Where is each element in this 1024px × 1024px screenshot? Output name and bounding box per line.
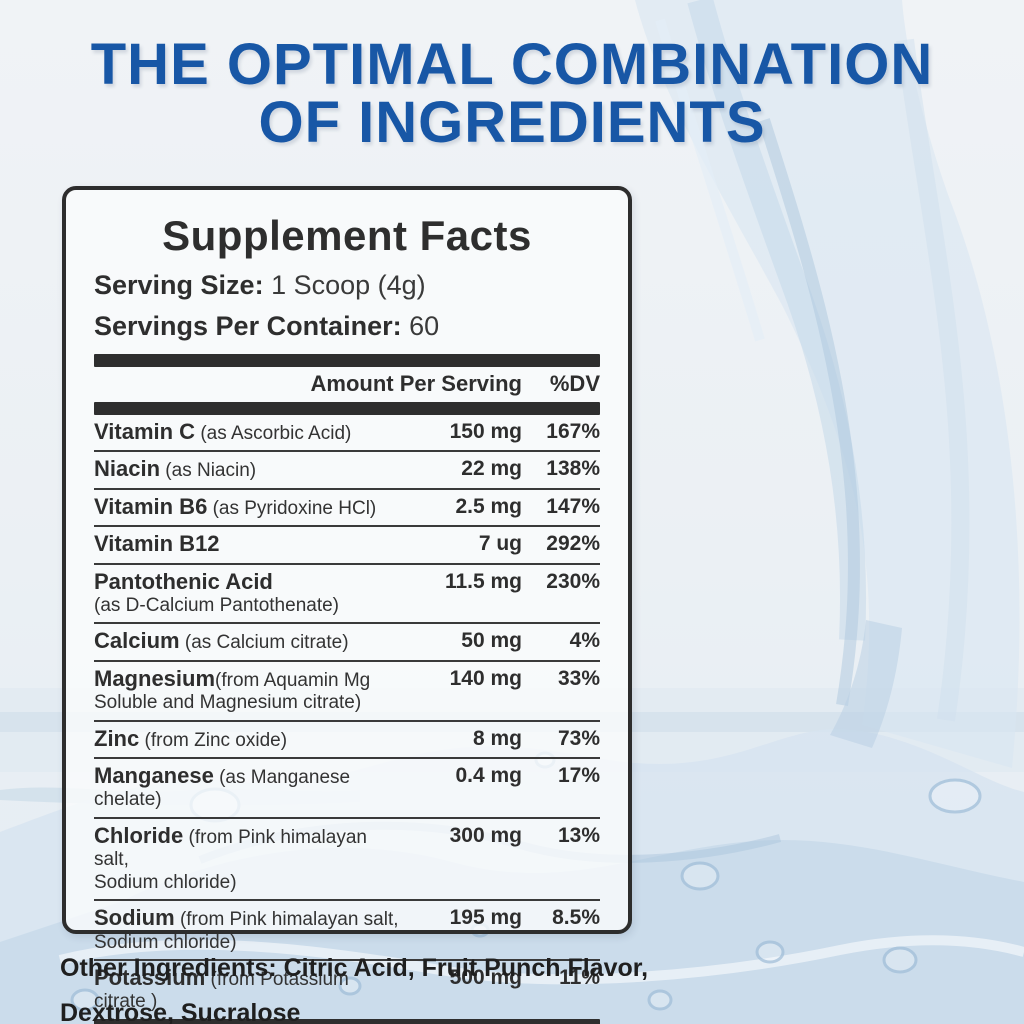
table-row: Sodium (from Pink himalayan salt, Sodium … (94, 899, 600, 959)
ingredient-name: Magnesium (94, 665, 216, 691)
daily-value-percent: 13% (557, 823, 600, 847)
amount-per-serving: 0.4 mg (455, 764, 522, 788)
ingredient-name: Vitamin C (94, 419, 196, 444)
daily-value-percent: 73% (557, 726, 600, 750)
ingredient-name: Calcium (94, 628, 180, 654)
ingredient-source: (from Zinc oxide) (139, 729, 288, 751)
ingredient-name: Vitamin B6 (94, 493, 208, 519)
daily-value-percent: 147% (546, 494, 600, 518)
ingredient-source-line2: Sodium chloride) (94, 931, 237, 953)
serving-size-line: Serving Size: 1 Scoop (4g) (94, 270, 600, 301)
supplement-facts-panel: Supplement Facts Serving Size: 1 Scoop (… (62, 186, 632, 1024)
ingredient-name: Sodium (94, 905, 175, 931)
ingredient-source: (as Ascorbic Acid) (195, 423, 352, 444)
ingredient-source: (from Potassium citrate ) (94, 968, 349, 1013)
other-ingredients: Other Ingredients: Citric Acid, Fruit Pu… (60, 946, 700, 1024)
serving-size-value: 1 Scoop (4g) (263, 270, 426, 300)
table-row: Manganese (as Manganese chelate) 0.4 mg … (94, 757, 600, 817)
amount-per-serving: 11.5 mg (444, 569, 522, 593)
daily-value-percent: 230% (546, 569, 600, 593)
table-row: Zinc (from Zinc oxide) 8 mg 73% (94, 719, 600, 757)
servings-per-container-line: Servings Per Container: 60 (94, 311, 600, 342)
page-title: THE OPTIMAL COMBINATION OF INGREDIENTS (0, 36, 1024, 152)
ingredient-source: (from Pink himalayan salt, (174, 909, 399, 931)
ingredient-source-line2: (as D-Calcium Pantothenate) (94, 595, 339, 617)
ingredient-source: (from Aquamin Mg (215, 669, 371, 691)
supplement-facts-heading: Supplement Facts (162, 212, 532, 259)
daily-value-percent: 11% (559, 965, 600, 989)
daily-value-percent: 8.5% (552, 906, 600, 930)
column-header-dv: %DV (549, 371, 600, 396)
daily-value-percent: 292% (546, 532, 600, 556)
table-row: Niacin (as Niacin) 22 mg 138% (94, 450, 600, 487)
divider-bar-bottom (94, 1018, 600, 1024)
nutrient-table: Vitamin C (as Ascorbic Acid) 150 mg 167%… (94, 415, 600, 1019)
ingredient-source: (as Niacin) (160, 460, 257, 482)
daily-value-percent: 4% (569, 629, 600, 653)
page-title-line1: THE OPTIMAL COMBINATION (90, 32, 934, 97)
daily-value-percent: 167% (546, 420, 600, 443)
table-row: Potassium (from Potassium citrate ) 500 … (94, 958, 600, 1019)
daily-value-percent: 138% (546, 457, 600, 481)
table-row: Vitamin C (as Ascorbic Acid) 150 mg 167% (94, 415, 600, 450)
table-header: Amount Per Serving %DV (94, 367, 600, 402)
amount-per-serving: 150 mg (449, 420, 522, 443)
amount-per-serving: 8 mg (472, 726, 522, 750)
ingredient-name: Pantothenic Acid (94, 568, 273, 594)
divider-bar-top (94, 354, 600, 367)
amount-per-serving: 500 mg (449, 965, 522, 989)
amount-per-serving: 50 mg (461, 629, 522, 653)
table-row: Vitamin B6 (as Pyridoxine HCl) 2.5 mg 14… (94, 487, 600, 525)
amount-per-serving: 300 mg (449, 823, 522, 847)
ingredient-source: (as Pyridoxine HCl) (207, 497, 377, 519)
table-row: Magnesium(from Aquamin Mg Soluble and Mag… (94, 659, 600, 720)
amount-per-serving: 7 ug (478, 532, 522, 556)
ingredient-source-line2: Sodium chloride) (94, 871, 237, 893)
table-row: Calcium (as Calcium citrate) 50 mg 4% (94, 622, 600, 659)
servings-per-container-value: 60 (401, 311, 440, 341)
table-row: Chloride (from Pink himalayan salt, Sodiu… (94, 816, 600, 899)
servings-per-container-label: Servings Per Container: (94, 311, 402, 341)
ingredient-name: Potassium (94, 964, 206, 990)
serving-size-label: Serving Size: (94, 270, 264, 300)
ingredient-source: (as Calcium citrate) (179, 632, 349, 654)
column-header-amount: Amount Per Serving (310, 371, 522, 396)
ingredient-name: Vitamin B12 (94, 531, 220, 557)
amount-per-serving: 140 mg (449, 666, 522, 690)
other-ingredients-line2: Dextrose, Sucralose (60, 999, 301, 1024)
water-stream (635, 0, 1020, 768)
divider-bar-header (94, 402, 600, 415)
ingredient-name: Zinc (94, 725, 140, 751)
other-ingredients-line1: Other Ingredients: Citric Acid, Fruit Pu… (60, 954, 649, 982)
daily-value-percent: 17% (557, 764, 600, 788)
amount-per-serving: 195 mg (449, 906, 522, 930)
amount-per-serving: 22 mg (461, 457, 522, 481)
ingredient-name: Niacin (94, 456, 161, 482)
table-row: Vitamin B12 7 ug 292% (94, 525, 600, 562)
ingredient-source: (as Manganese chelate) (94, 767, 351, 811)
amount-per-serving: 2.5 mg (455, 494, 522, 518)
ingredient-source: (from Pink himalayan salt, (94, 826, 367, 871)
ingredient-source-line2: Soluble and Magnesium citrate) (94, 692, 362, 714)
table-row: Pantothenic Acid (as D-Calcium Pantothena… (94, 562, 600, 623)
ingredient-name: Chloride (94, 822, 184, 848)
daily-value-percent: 33% (557, 666, 600, 690)
page-title-line2: OF INGREDIENTS (258, 90, 766, 155)
ingredient-name: Manganese (94, 763, 214, 789)
